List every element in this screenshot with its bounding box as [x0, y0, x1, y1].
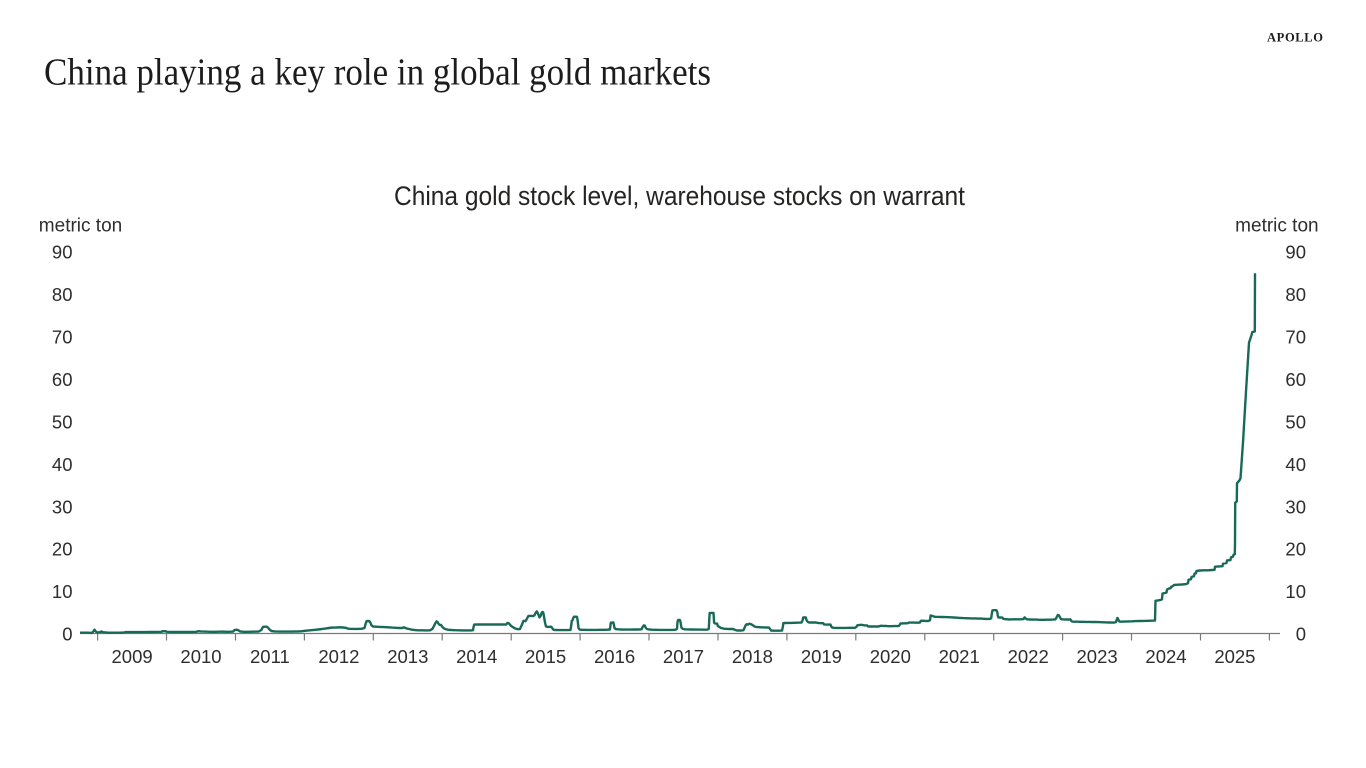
svg-text:2014: 2014 — [456, 646, 497, 667]
svg-text:China gold stock level, wareho: China gold stock level, warehouse stocks… — [394, 181, 965, 211]
svg-text:2009: 2009 — [112, 646, 153, 667]
svg-text:30: 30 — [52, 496, 73, 517]
svg-text:2016: 2016 — [594, 646, 635, 667]
svg-text:2023: 2023 — [1077, 646, 1118, 667]
svg-text:50: 50 — [1285, 411, 1306, 432]
svg-text:metric ton: metric ton — [39, 215, 122, 236]
svg-text:60: 60 — [1285, 369, 1306, 390]
svg-text:60: 60 — [52, 369, 73, 390]
svg-text:80: 80 — [1285, 284, 1306, 305]
svg-text:China playing a key role in gl: China playing a key role in global gold … — [44, 52, 711, 94]
svg-text:10: 10 — [52, 581, 73, 602]
svg-text:2025: 2025 — [1214, 646, 1255, 667]
svg-text:APOLLO: APOLLO — [1267, 30, 1323, 44]
svg-text:90: 90 — [1285, 242, 1306, 263]
svg-text:20: 20 — [1285, 539, 1306, 560]
svg-text:2020: 2020 — [870, 646, 911, 667]
svg-text:0: 0 — [62, 624, 72, 645]
svg-text:2010: 2010 — [180, 646, 221, 667]
svg-text:2021: 2021 — [939, 646, 980, 667]
svg-text:2011: 2011 — [250, 646, 290, 667]
svg-text:0: 0 — [1296, 624, 1306, 645]
svg-text:30: 30 — [1285, 496, 1306, 517]
svg-text:20: 20 — [52, 539, 73, 560]
svg-text:2022: 2022 — [1008, 646, 1049, 667]
svg-text:metric ton: metric ton — [1235, 215, 1318, 236]
svg-text:80: 80 — [52, 284, 73, 305]
svg-text:2019: 2019 — [801, 646, 842, 667]
svg-text:2017: 2017 — [663, 646, 704, 667]
svg-text:2018: 2018 — [732, 646, 773, 667]
svg-text:50: 50 — [52, 411, 73, 432]
svg-text:90: 90 — [52, 242, 73, 263]
svg-text:40: 40 — [52, 454, 73, 475]
svg-text:2015: 2015 — [525, 646, 566, 667]
svg-text:2024: 2024 — [1145, 646, 1186, 667]
svg-text:10: 10 — [1285, 581, 1306, 602]
svg-text:2012: 2012 — [318, 646, 359, 667]
svg-text:2013: 2013 — [387, 646, 428, 667]
svg-text:40: 40 — [1285, 454, 1306, 475]
svg-text:70: 70 — [52, 327, 73, 348]
svg-text:70: 70 — [1285, 327, 1306, 348]
